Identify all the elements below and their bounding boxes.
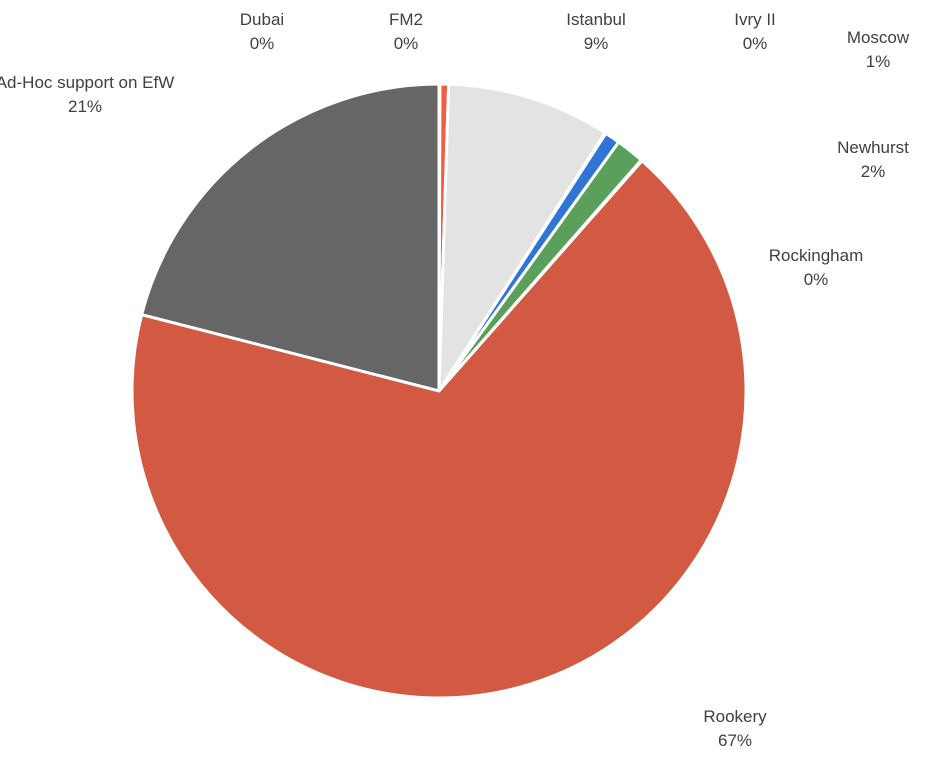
pie-slice-ad-hoc-support-on-efw — [139, 82, 441, 393]
data-label-fm2: FM2 0% — [389, 10, 423, 53]
pie-slice-istanbul — [437, 82, 608, 397]
pie-slice-rookery — [130, 158, 748, 700]
data-label-rookery: Rookery 67% — [703, 707, 767, 750]
data-label-ivry-ii: Ivry II 0% — [734, 10, 776, 53]
data-label-moscow: Moscow 1% — [847, 28, 910, 71]
pie-slices — [130, 82, 748, 700]
data-label-ad-hoc-support-on-efw: Ad-Hoc support on EfW 21% — [0, 73, 174, 116]
pie-labels: Ad-Hoc support on EfW 21% Dubai 0% FM2 0% Ista… — [0, 10, 910, 750]
data-label-dubai: Dubai 0% — [240, 10, 284, 53]
data-label-rockingham: Rockingham 0% — [769, 246, 864, 289]
data-label-istanbul: Istanbul 9% — [566, 10, 626, 53]
data-label-newhurst: Newhurst 2% — [837, 138, 909, 181]
